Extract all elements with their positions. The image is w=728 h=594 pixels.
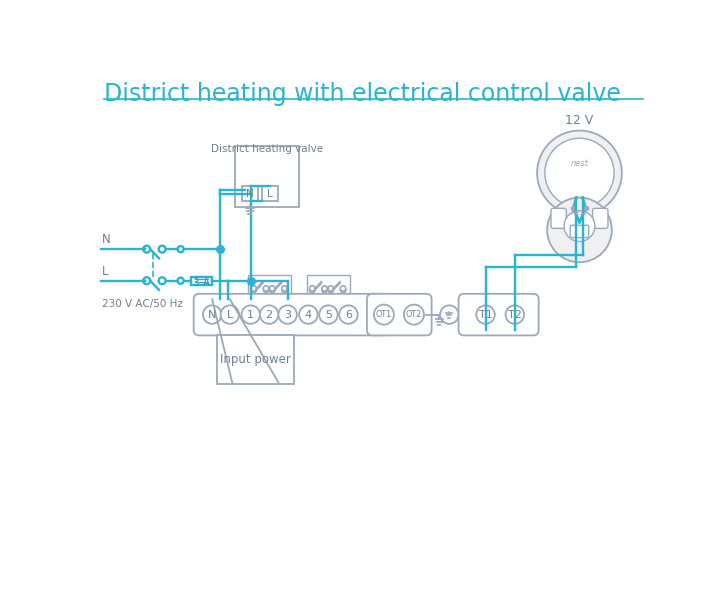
- Circle shape: [404, 305, 424, 324]
- Text: L: L: [267, 189, 273, 199]
- Text: N: N: [208, 309, 216, 320]
- Circle shape: [341, 286, 346, 291]
- Circle shape: [309, 286, 315, 291]
- Circle shape: [278, 305, 297, 324]
- Circle shape: [374, 305, 394, 324]
- Circle shape: [251, 286, 256, 291]
- Text: 1: 1: [248, 309, 254, 320]
- Circle shape: [341, 287, 346, 293]
- Circle shape: [328, 287, 333, 293]
- Circle shape: [328, 286, 333, 291]
- FancyBboxPatch shape: [194, 294, 389, 336]
- Circle shape: [322, 287, 328, 293]
- Text: N: N: [102, 233, 111, 247]
- Text: 6: 6: [345, 309, 352, 320]
- FancyBboxPatch shape: [217, 334, 294, 384]
- FancyBboxPatch shape: [551, 208, 566, 228]
- Text: 2: 2: [266, 309, 273, 320]
- Circle shape: [322, 286, 328, 291]
- Circle shape: [159, 246, 165, 252]
- FancyBboxPatch shape: [242, 186, 258, 201]
- Circle shape: [545, 138, 614, 207]
- Circle shape: [264, 286, 269, 291]
- FancyBboxPatch shape: [570, 225, 589, 238]
- Circle shape: [143, 277, 150, 284]
- Text: 5: 5: [325, 309, 332, 320]
- Circle shape: [159, 277, 165, 284]
- Circle shape: [264, 287, 269, 293]
- Circle shape: [251, 287, 256, 293]
- Text: OT1: OT1: [376, 310, 392, 319]
- Circle shape: [143, 246, 150, 252]
- Circle shape: [476, 305, 495, 324]
- Circle shape: [319, 305, 338, 324]
- Circle shape: [564, 211, 595, 241]
- Text: District heating with electrical control valve: District heating with electrical control…: [103, 82, 620, 106]
- Circle shape: [203, 305, 221, 324]
- Circle shape: [505, 305, 524, 324]
- Circle shape: [537, 131, 622, 215]
- FancyBboxPatch shape: [248, 274, 291, 299]
- FancyBboxPatch shape: [191, 277, 212, 285]
- Text: nest: nest: [571, 208, 587, 217]
- FancyBboxPatch shape: [367, 294, 432, 336]
- Text: L: L: [102, 265, 108, 278]
- Text: OT2: OT2: [405, 310, 422, 319]
- FancyBboxPatch shape: [262, 186, 277, 201]
- FancyBboxPatch shape: [459, 294, 539, 336]
- Text: 4: 4: [305, 309, 312, 320]
- Circle shape: [440, 305, 459, 324]
- Circle shape: [178, 246, 183, 252]
- Text: L: L: [226, 309, 233, 320]
- Text: nest: nest: [571, 159, 588, 168]
- Text: District heating valve: District heating valve: [211, 144, 323, 154]
- Circle shape: [282, 287, 288, 293]
- Text: N: N: [246, 189, 254, 199]
- Text: 3 A: 3 A: [193, 279, 210, 289]
- FancyBboxPatch shape: [307, 274, 350, 299]
- Circle shape: [339, 305, 357, 324]
- Circle shape: [260, 305, 278, 324]
- Circle shape: [221, 305, 239, 324]
- Circle shape: [269, 287, 275, 293]
- Circle shape: [242, 305, 260, 324]
- Circle shape: [547, 198, 612, 262]
- Text: 3: 3: [284, 309, 291, 320]
- Text: 230 V AC/50 Hz: 230 V AC/50 Hz: [102, 299, 183, 309]
- Circle shape: [178, 277, 183, 284]
- Circle shape: [282, 286, 288, 291]
- Circle shape: [299, 305, 317, 324]
- Circle shape: [269, 286, 275, 291]
- Text: T2: T2: [508, 309, 522, 320]
- Text: T1: T1: [478, 309, 492, 320]
- Text: 12 V: 12 V: [566, 113, 593, 127]
- FancyBboxPatch shape: [593, 208, 608, 228]
- Text: Input power: Input power: [220, 353, 290, 366]
- Circle shape: [309, 287, 315, 293]
- FancyBboxPatch shape: [234, 146, 299, 207]
